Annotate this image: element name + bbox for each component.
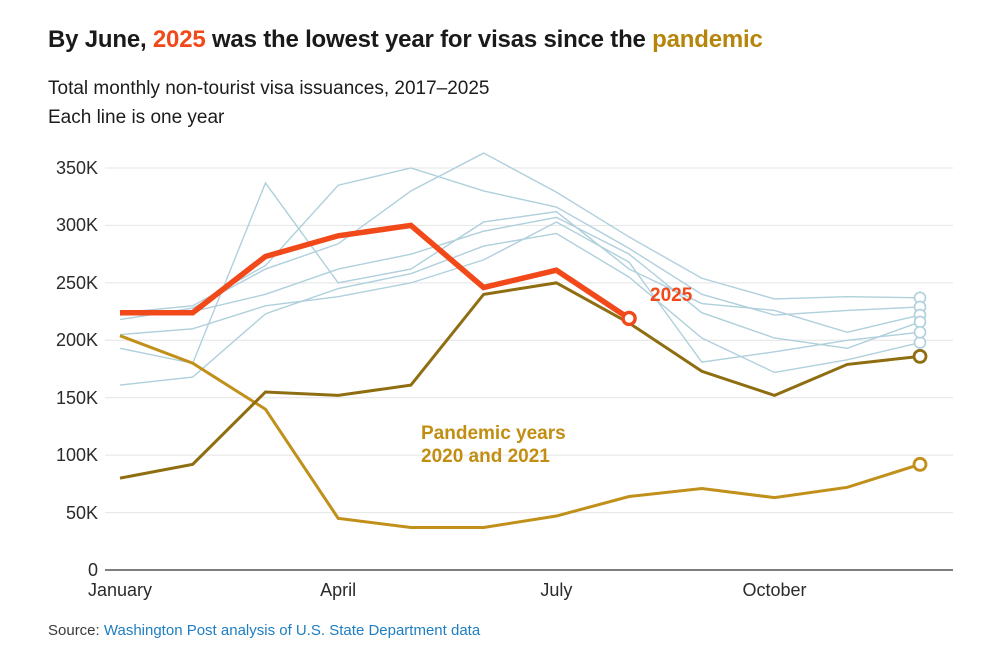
series-line-2019	[119, 181, 921, 365]
y-axis-tick-50K: 50K	[65, 502, 98, 523]
chart-subtitle: Total monthly non-tourist visa issuances…	[48, 74, 948, 132]
x-axis-tick-April: April	[320, 580, 357, 600]
label-2025: 2025	[650, 285, 693, 306]
y-axis-tick-100K: 100K	[55, 445, 98, 466]
series-endpoint-2021	[912, 348, 928, 364]
series-line-2025	[120, 222, 631, 321]
title-prefix: By June,	[48, 26, 153, 53]
series-line-2022	[119, 232, 921, 386]
y-axis-tick-150K: 150K	[55, 387, 98, 408]
source-link[interactable]: Washington Post analysis of U.S. State D…	[103, 622, 481, 639]
x-axis-tick-January: January	[87, 580, 153, 600]
y-axis-tick-350K: 350K	[55, 158, 98, 178]
series-line-2020	[119, 334, 921, 530]
series-endpoint-2024	[913, 325, 927, 339]
series-endpoint-2023	[913, 315, 927, 329]
series-line-2024	[119, 221, 921, 363]
series-endpoint-2022	[913, 336, 927, 349]
title-middle: was the lowest year for visas since the	[205, 26, 653, 53]
x-axis-tick-July: July	[540, 580, 573, 600]
subtitle-line-2: Each line is one year	[48, 107, 225, 128]
title-highlight-2025: 2025	[152, 26, 206, 53]
y-axis-tick-0: 0	[87, 560, 98, 580]
title-highlight-pandemic: pandemic	[652, 26, 763, 53]
series-line-2017	[119, 152, 921, 321]
y-axis-tick-200K: 200K	[55, 330, 98, 351]
x-axis-tick-October: October	[742, 580, 807, 600]
source-line: Source: Washington Post analysis of U.S.…	[48, 622, 480, 639]
page-title: By June, 2025 was the lowest year for vi…	[48, 26, 978, 54]
y-axis-tick-300K: 300K	[55, 215, 98, 236]
y-axis-tick-250K: 250K	[55, 272, 98, 293]
label-pandemic-years: Pandemic years 2020 and 2021	[421, 423, 566, 467]
series-endpoint-2020	[912, 456, 928, 472]
series-endpoint-2025	[621, 310, 637, 327]
subtitle-line-1: Total monthly non-tourist visa issuances…	[48, 78, 490, 99]
source-label: Source:	[48, 622, 104, 639]
series-line-2023	[119, 216, 921, 350]
series-line-2021	[119, 281, 921, 480]
